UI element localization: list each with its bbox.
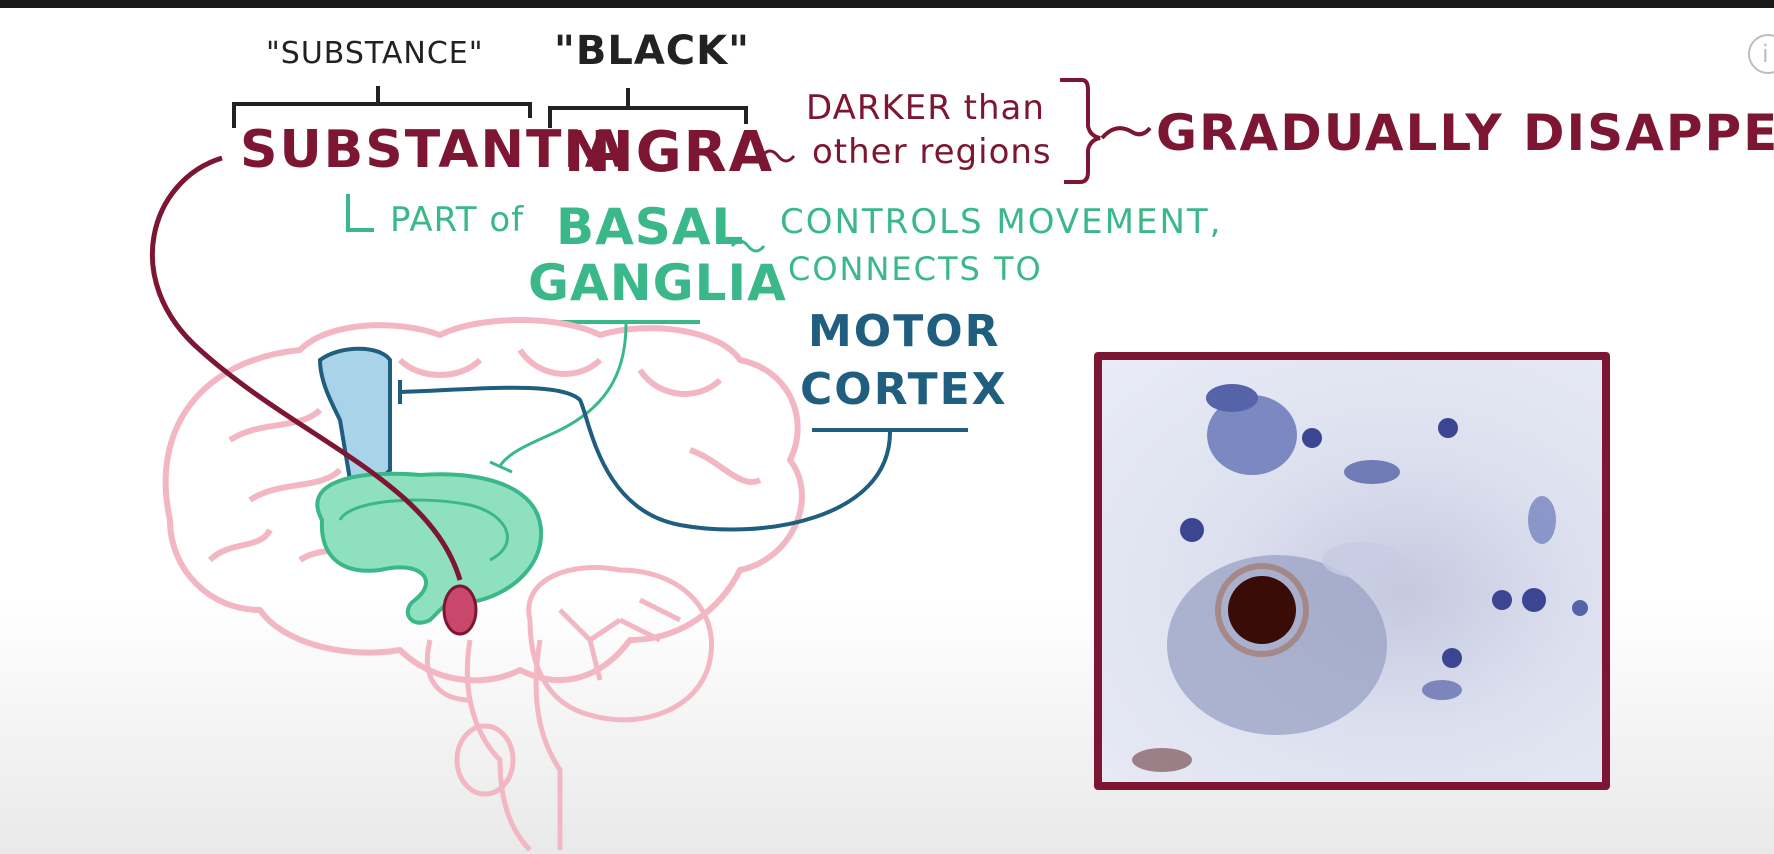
- curly-brace: [1060, 80, 1100, 182]
- lewy-body: [1228, 576, 1296, 644]
- label-basal: BASAL: [556, 198, 744, 256]
- label-other-regions: other regions: [812, 132, 1052, 172]
- label-connects-to: CONNECTS TO: [788, 250, 1043, 288]
- tilde-gradually: [1102, 128, 1150, 138]
- label-gradually-disappears: GRADUALLY DISAPPEARS: [1156, 104, 1774, 162]
- label-part-of: PART of: [390, 200, 524, 240]
- label-substance: "SUBSTANCE": [266, 36, 484, 71]
- label-darker-than: DARKER than: [806, 88, 1045, 128]
- label-motor: MOTOR: [808, 306, 1001, 357]
- ventricle: [320, 349, 390, 490]
- substantia-nigra-shape: [444, 586, 476, 634]
- label-controls-movement: CONTROLS MOVEMENT,: [780, 202, 1223, 242]
- micrograph-image: [1094, 352, 1610, 790]
- label-nigra: NIGRA: [564, 120, 774, 185]
- micrograph-cells: [1102, 360, 1602, 782]
- label-ganglia: GANGLIA: [528, 254, 787, 312]
- ganglia-connector: [500, 324, 626, 466]
- label-cortex: CORTEX: [800, 364, 1008, 415]
- label-black: "BLACK": [554, 28, 750, 74]
- cerebellum: [529, 567, 712, 719]
- basal-ganglia-shape: [317, 474, 541, 623]
- part-of-mark: [348, 194, 374, 230]
